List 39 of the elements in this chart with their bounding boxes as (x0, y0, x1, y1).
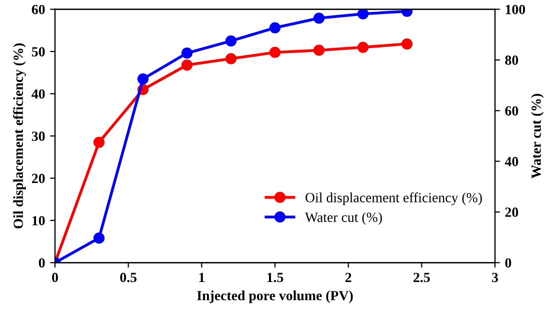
point (357, 42, 369, 53)
x-tick-label: 1 (199, 272, 204, 282)
point (269, 46, 281, 58)
y2-tick-label: 60 (505, 106, 518, 116)
legend-label: Water cut (%) (304, 212, 382, 225)
point (357, 9, 369, 20)
point (401, 38, 413, 50)
y-tick-label: 40 (32, 89, 45, 99)
x-tick-label: 0 (52, 272, 58, 282)
y-tick-label: 50 (32, 47, 45, 56)
y-tick-label: 0 (38, 258, 45, 268)
point (313, 12, 325, 24)
point (137, 73, 149, 85)
y2-axis-title: Water cut (%) (531, 94, 544, 178)
y-axis-title: Oil displacement efficiency (%) (13, 43, 26, 228)
x-tick-label: 2 (345, 272, 352, 282)
y2-tick-label: 0 (505, 258, 512, 268)
x-axis-title: Injected pore volume (PV) (197, 290, 353, 304)
x-tick-label: 2.5 (414, 272, 430, 282)
y2-tick-label: 100 (506, 4, 526, 14)
y2-tick-label: 40 (504, 156, 518, 166)
point (313, 44, 325, 56)
x-tick-label: 3 (492, 272, 498, 282)
legend-label: Oil displacement efficiency (%) (306, 192, 482, 206)
y-tick-label: 20 (32, 174, 45, 184)
x-tick-label: 0.5 (120, 272, 137, 282)
point (225, 35, 237, 46)
y2-tick-label: 80 (505, 56, 518, 65)
point (93, 232, 105, 244)
y-tick-label: 30 (32, 132, 45, 141)
y2-tick-label: 20 (505, 208, 518, 217)
point (181, 48, 193, 59)
point (269, 22, 281, 34)
y-tick-label: 60 (32, 4, 45, 14)
x-tick-label: 1.5 (267, 272, 284, 282)
y-tick-label: 10 (32, 216, 45, 226)
point (225, 53, 237, 64)
point (181, 59, 193, 71)
point (93, 136, 105, 148)
